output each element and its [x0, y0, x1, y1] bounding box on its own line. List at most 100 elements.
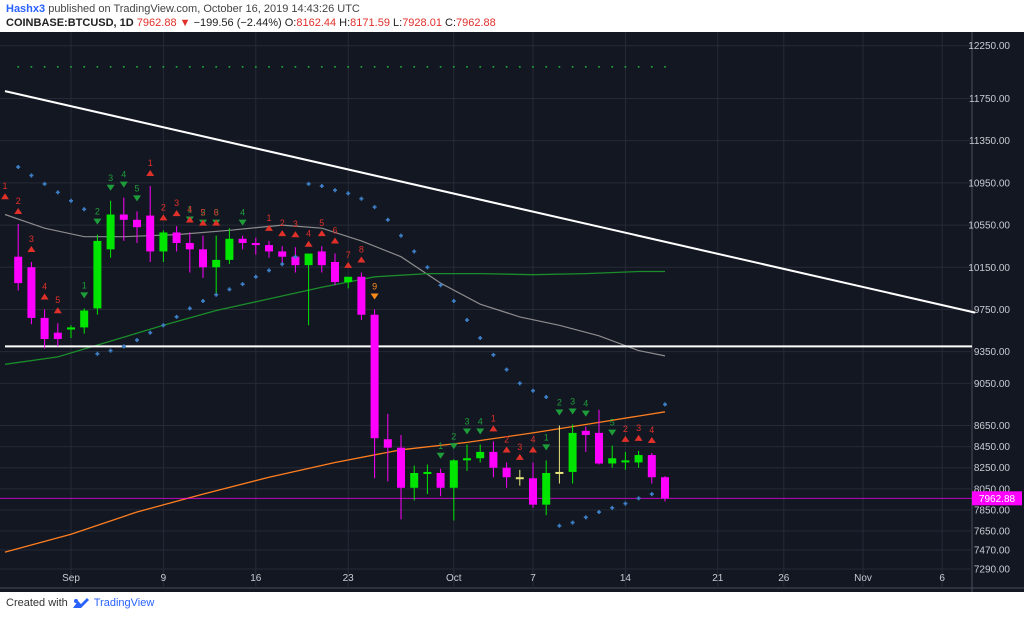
candle-body [595, 432, 603, 464]
td-sell-setup-count: 2 [161, 202, 166, 212]
published-text: published on TradingView.com, October 16… [45, 3, 360, 15]
sar-marker [306, 181, 311, 186]
candle-body [225, 238, 234, 260]
td-sell-setup-count: 5 [319, 218, 324, 228]
close-value: 7962.88 [456, 17, 496, 29]
candle-body [185, 243, 194, 250]
sar-marker [623, 501, 628, 506]
sar-marker [425, 265, 430, 270]
sar-dotted-marker [70, 65, 72, 68]
candle-body [634, 455, 643, 463]
candle-body [14, 256, 23, 284]
sar-dotted-marker [664, 65, 666, 68]
sar-dotted-marker [122, 65, 125, 68]
author-name[interactable]: Hashx3 [6, 3, 46, 15]
sar-marker [333, 188, 337, 193]
y-tick-label: 7650.00 [974, 527, 1011, 538]
sar-dotted-marker [439, 65, 442, 68]
sar-dotted-marker [30, 65, 33, 68]
x-tick-label: 26 [778, 573, 790, 584]
candle-body [344, 276, 353, 283]
low-label: L: [393, 17, 403, 29]
candle-body [212, 259, 221, 268]
td-sell-setup-triangle [185, 216, 194, 223]
candle-body [476, 451, 485, 459]
candle-body [463, 458, 471, 461]
sar-marker [280, 262, 285, 267]
sar-marker [82, 207, 87, 212]
sar-marker [240, 282, 245, 287]
candle-body [502, 467, 511, 478]
td-sell-setup-count: 8 [359, 245, 364, 255]
open-value: 8162.44 [296, 17, 337, 29]
sar-marker [438, 283, 443, 288]
sar-marker [399, 233, 403, 238]
sar-marker [372, 205, 377, 210]
grid-lines [0, 32, 972, 588]
td-buy-setup-count: 4 [240, 208, 245, 218]
sar-dotted-marker [228, 65, 231, 68]
low-value: 7928.01 [402, 17, 442, 29]
tradingview-brand-link[interactable]: TradingView [93, 597, 155, 609]
sar-dotted-marker [598, 65, 600, 68]
td-sell-setup-count: 3 [517, 442, 522, 452]
parabolic-sar-series [16, 165, 667, 528]
td-sell-setup-triangle [53, 307, 62, 314]
td-sell-setup-triangle [344, 261, 353, 268]
td-buy-setup-triangle [581, 410, 590, 417]
td-sell-setup-triangle [1, 193, 9, 200]
tradingview-logo-icon [72, 598, 89, 608]
x-tick-label: 7 [530, 573, 536, 584]
sar-marker [121, 344, 126, 349]
td-sell-setup-triangle [278, 230, 287, 237]
sar-dotted-marker [624, 65, 627, 68]
td-buy-setup-count: 1 [82, 280, 87, 290]
y-tick-label: 10550.00 [968, 221, 1010, 232]
td-sell-setup-count: 2 [504, 434, 509, 444]
sar-dotted-marker [492, 65, 495, 68]
y-tick-label: 7850.00 [974, 505, 1011, 516]
sar-dotted-marker [215, 65, 218, 68]
sar-marker [253, 274, 258, 279]
y-tick-label: 7290.00 [974, 565, 1011, 576]
candle-body [265, 245, 273, 252]
last-price: 7962.88 [136, 17, 177, 29]
sar-dotted-marker [400, 65, 402, 68]
y-tick-label: 9050.00 [974, 379, 1011, 390]
candle-body [489, 451, 498, 468]
sar-dotted-marker [505, 65, 508, 68]
price-chart[interactable]: 12250.00 11750.00 11350.00 10950.00 10550.00… [0, 32, 1024, 592]
td-sell-setup-count: 5 [200, 208, 205, 218]
candle-body [436, 473, 445, 488]
sar-marker [267, 268, 271, 273]
td-sell-setup-triangle [331, 237, 339, 244]
sar-marker [174, 314, 179, 319]
td-buy-setup-count: 4 [583, 399, 588, 409]
candle-body [410, 473, 419, 488]
candle-body [449, 460, 458, 488]
sar-dotted-marker [637, 65, 640, 68]
candle-body [621, 460, 630, 463]
sar-dotted-marker [294, 65, 297, 68]
candle-body [251, 243, 260, 246]
td-buy-setup-count: 1 [187, 204, 192, 214]
td-buy-setup-count: 2 [95, 207, 100, 217]
high-value: 8171.59 [350, 17, 390, 29]
candle-body [542, 473, 551, 505]
time-axis[interactable]: Sep 9 16 23 Oct 7 14 21 26 Nov 6 [62, 573, 945, 584]
td-sell-setup-count: 4 [187, 204, 192, 214]
td-buy-setup-triangle [119, 181, 128, 188]
x-tick-label: Oct [446, 573, 462, 584]
candle-body [661, 477, 669, 499]
td-buy-setup-triangle [106, 184, 115, 191]
td-sell-setup-count: 2 [16, 196, 21, 206]
y-tick-label: 12250.00 [968, 41, 1010, 52]
candle-body [647, 455, 656, 478]
sar-marker [148, 330, 153, 335]
price-axis[interactable]: 12250.00 11750.00 11350.00 10950.00 10550.00… [968, 41, 1010, 575]
candle-body [304, 253, 313, 266]
td-buy-setup-count: 1 [438, 441, 443, 451]
td-sell-setup-count: 6 [214, 208, 219, 218]
td-sell-setup-triangle [634, 434, 643, 441]
